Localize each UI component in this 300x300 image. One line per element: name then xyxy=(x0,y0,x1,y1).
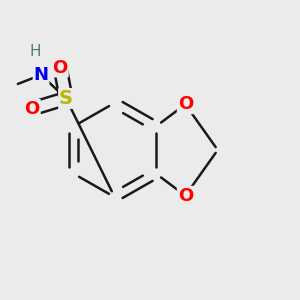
Text: O: O xyxy=(178,95,193,113)
Text: H: H xyxy=(29,44,41,59)
Text: O: O xyxy=(52,58,68,76)
Text: O: O xyxy=(25,100,40,118)
Text: O: O xyxy=(178,187,193,205)
Text: S: S xyxy=(59,89,73,108)
Text: N: N xyxy=(34,66,49,84)
